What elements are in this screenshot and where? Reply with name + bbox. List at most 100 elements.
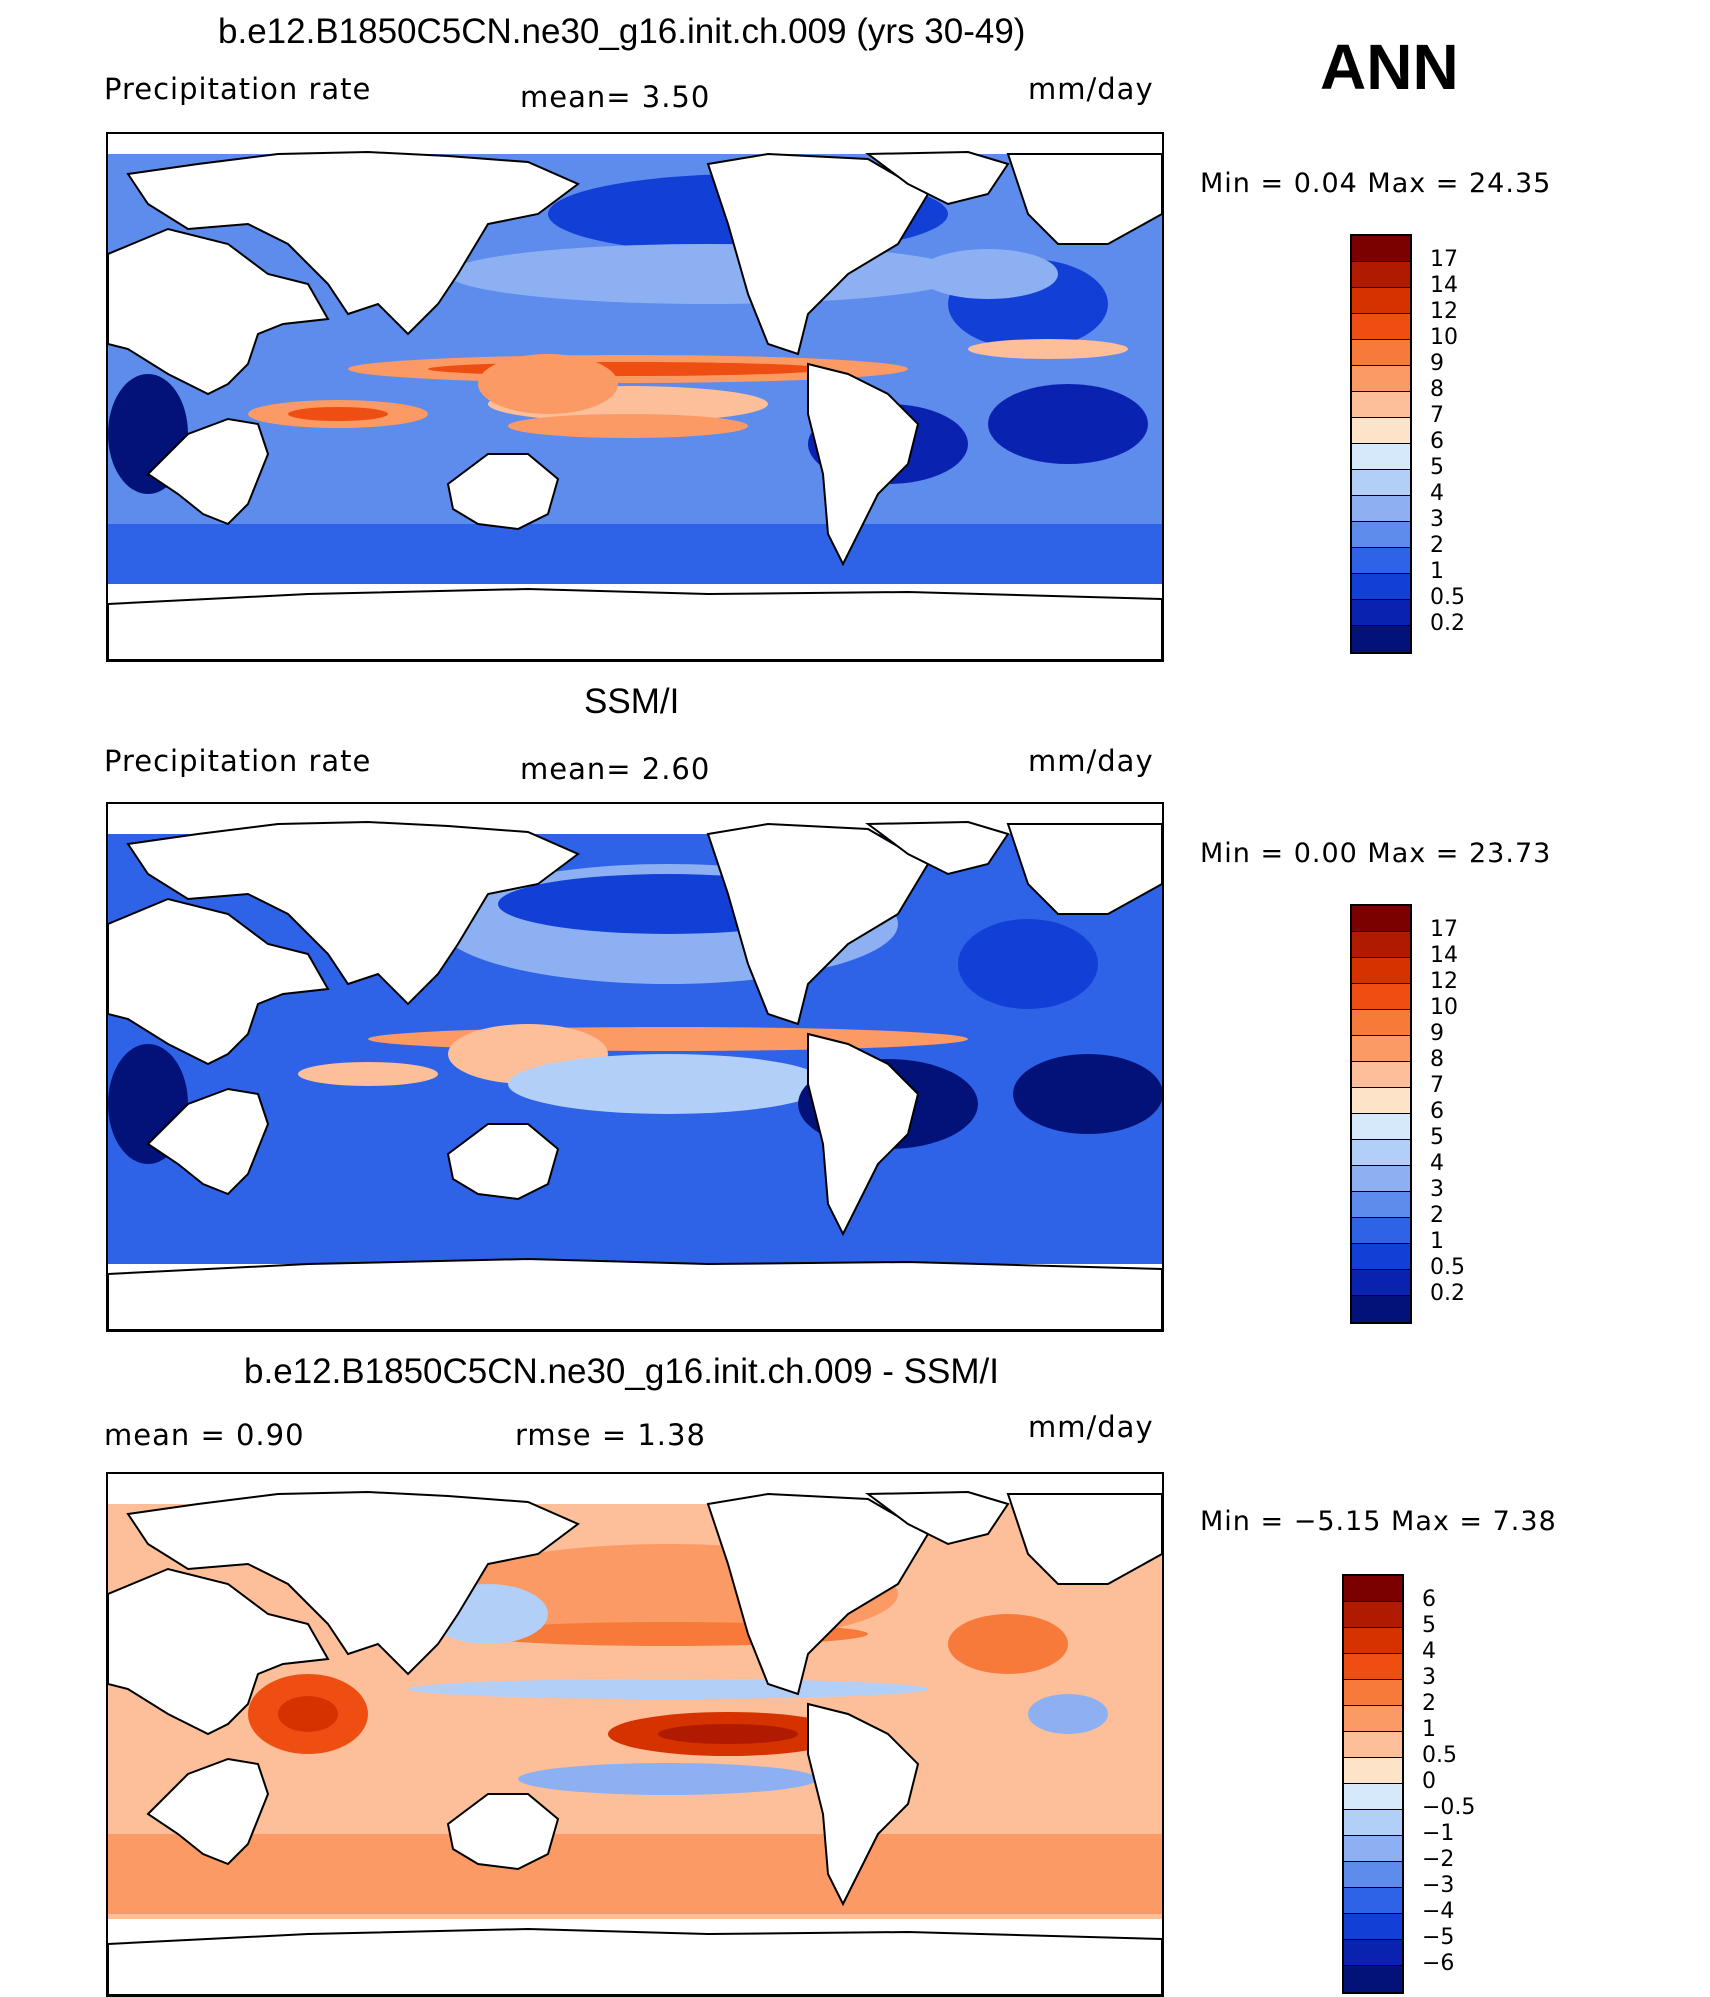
colorbar-swatch [1344, 1940, 1402, 1966]
panel-3-colorbar [1342, 1574, 1404, 1994]
colorbar-tick-label: −3 [1422, 1873, 1455, 1898]
panel-3-continents [108, 1490, 1162, 1995]
colorbar-tick-label: 14 [1430, 273, 1458, 298]
colorbar-tick-label: 0.5 [1430, 1255, 1465, 1280]
colorbar-tick-label: −0.5 [1422, 1795, 1476, 1820]
colorbar-tick-label: 3 [1422, 1665, 1436, 1690]
colorbar-tick-label: 2 [1430, 1203, 1444, 1228]
colorbar-swatch [1344, 1680, 1402, 1706]
colorbar-tick-label: 6 [1430, 429, 1444, 454]
colorbar-swatch [1352, 418, 1410, 444]
colorbar-tick-label: 0.5 [1430, 585, 1465, 610]
colorbar-swatch [1344, 1914, 1402, 1940]
colorbar-tick-label: 7 [1430, 1073, 1444, 1098]
colorbar-tick-label: 17 [1430, 247, 1458, 272]
panel-2-units-label: mm/day [1028, 744, 1154, 778]
panel-1-units-label: mm/day [1028, 72, 1154, 106]
panel-1-title: b.e12.B1850C5CN.ne30_g16.init.ch.009 (yr… [218, 12, 1026, 51]
colorbar-swatch [1352, 1036, 1410, 1062]
colorbar-swatch [1344, 1966, 1402, 1992]
colorbar-tick-label: 17 [1430, 917, 1458, 942]
colorbar-tick-label: 0.2 [1430, 1281, 1465, 1306]
panel-1-map [106, 132, 1164, 662]
colorbar-tick-label: 4 [1430, 1151, 1444, 1176]
colorbar-swatch [1352, 1166, 1410, 1192]
colorbar-swatch [1352, 314, 1410, 340]
colorbar-swatch [1352, 548, 1410, 574]
colorbar-tick-label: 10 [1430, 995, 1458, 1020]
colorbar-tick-label: 5 [1430, 455, 1444, 480]
colorbar-tick-label: −1 [1422, 1821, 1455, 1846]
colorbar-tick-label: −5 [1422, 1925, 1455, 1950]
colorbar-tick-label: 1 [1430, 1229, 1444, 1254]
colorbar-swatch [1352, 522, 1410, 548]
colorbar-tick-label: 7 [1430, 403, 1444, 428]
colorbar-swatch [1344, 1810, 1402, 1836]
colorbar-tick-label: 5 [1422, 1613, 1436, 1638]
colorbar-tick-label: 1 [1422, 1717, 1436, 1742]
colorbar-swatch [1352, 262, 1410, 288]
colorbar-tick-label: 6 [1430, 1099, 1444, 1124]
colorbar-swatch [1352, 1192, 1410, 1218]
colorbar-tick-label: 4 [1422, 1639, 1436, 1664]
colorbar-swatch [1352, 236, 1410, 262]
colorbar-swatch [1352, 1010, 1410, 1036]
panel-2-mean-label: mean= 2.60 [520, 752, 711, 786]
colorbar-swatch [1352, 574, 1410, 600]
colorbar-tick-label: 2 [1430, 533, 1444, 558]
colorbar-swatch [1344, 1602, 1402, 1628]
colorbar-tick-label: 10 [1430, 325, 1458, 350]
colorbar-tick-label: 3 [1430, 507, 1444, 532]
colorbar-tick-label: 4 [1430, 481, 1444, 506]
colorbar-tick-label: −4 [1422, 1899, 1455, 1924]
colorbar-swatch [1352, 626, 1410, 652]
colorbar-swatch [1352, 1140, 1410, 1166]
colorbar-tick-label: 2 [1422, 1691, 1436, 1716]
colorbar-swatch [1352, 340, 1410, 366]
panel-2-map [106, 802, 1164, 1332]
colorbar-swatch [1352, 470, 1410, 496]
colorbar-swatch [1352, 932, 1410, 958]
colorbar-swatch [1344, 1732, 1402, 1758]
colorbar-swatch [1352, 1218, 1410, 1244]
panel-3-title: b.e12.B1850C5CN.ne30_g16.init.ch.009 - S… [244, 1352, 999, 1391]
panel-3-units-label: mm/day [1028, 1410, 1154, 1444]
colorbar-swatch [1344, 1758, 1402, 1784]
panel-1-continents [108, 150, 1162, 660]
panel-2-title: SSM/I [584, 682, 680, 721]
colorbar-swatch [1344, 1862, 1402, 1888]
panel-1-ocean-field [108, 134, 1162, 660]
colorbar-tick-label: 14 [1430, 943, 1458, 968]
panel-2-minmax: Min = 0.00 Max = 23.73 [1200, 838, 1552, 869]
colorbar-tick-label: 0.5 [1422, 1743, 1457, 1768]
colorbar-swatch [1352, 1062, 1410, 1088]
colorbar-swatch [1352, 1296, 1410, 1322]
colorbar-tick-label: 0 [1422, 1769, 1436, 1794]
panel-2-colorbar [1350, 904, 1412, 1324]
colorbar-swatch [1344, 1654, 1402, 1680]
colorbar-swatch [1352, 600, 1410, 626]
colorbar-swatch [1344, 1706, 1402, 1732]
colorbar-tick-label: 8 [1430, 377, 1444, 402]
colorbar-swatch [1344, 1836, 1402, 1862]
colorbar-tick-label: 12 [1430, 299, 1458, 324]
colorbar-tick-label: 1 [1430, 559, 1444, 584]
colorbar-tick-label: −6 [1422, 1951, 1455, 1976]
colorbar-swatch [1352, 1270, 1410, 1296]
colorbar-swatch [1352, 1114, 1410, 1140]
panel-2-continents [108, 820, 1162, 1330]
colorbar-swatch [1352, 1244, 1410, 1270]
colorbar-tick-label: 6 [1422, 1587, 1436, 1612]
colorbar-swatch [1352, 496, 1410, 522]
panel-3-map [106, 1472, 1164, 1997]
colorbar-swatch [1352, 906, 1410, 932]
colorbar-swatch [1344, 1576, 1402, 1602]
colorbar-swatch [1352, 288, 1410, 314]
colorbar-tick-label: 9 [1430, 351, 1444, 376]
colorbar-swatch [1352, 984, 1410, 1010]
colorbar-tick-label: 9 [1430, 1021, 1444, 1046]
colorbar-swatch [1352, 1088, 1410, 1114]
panel-2-variable-label: Precipitation rate [104, 744, 372, 778]
colorbar-swatch [1352, 958, 1410, 984]
panel-3-rmse-label: rmse = 1.38 [515, 1418, 706, 1452]
